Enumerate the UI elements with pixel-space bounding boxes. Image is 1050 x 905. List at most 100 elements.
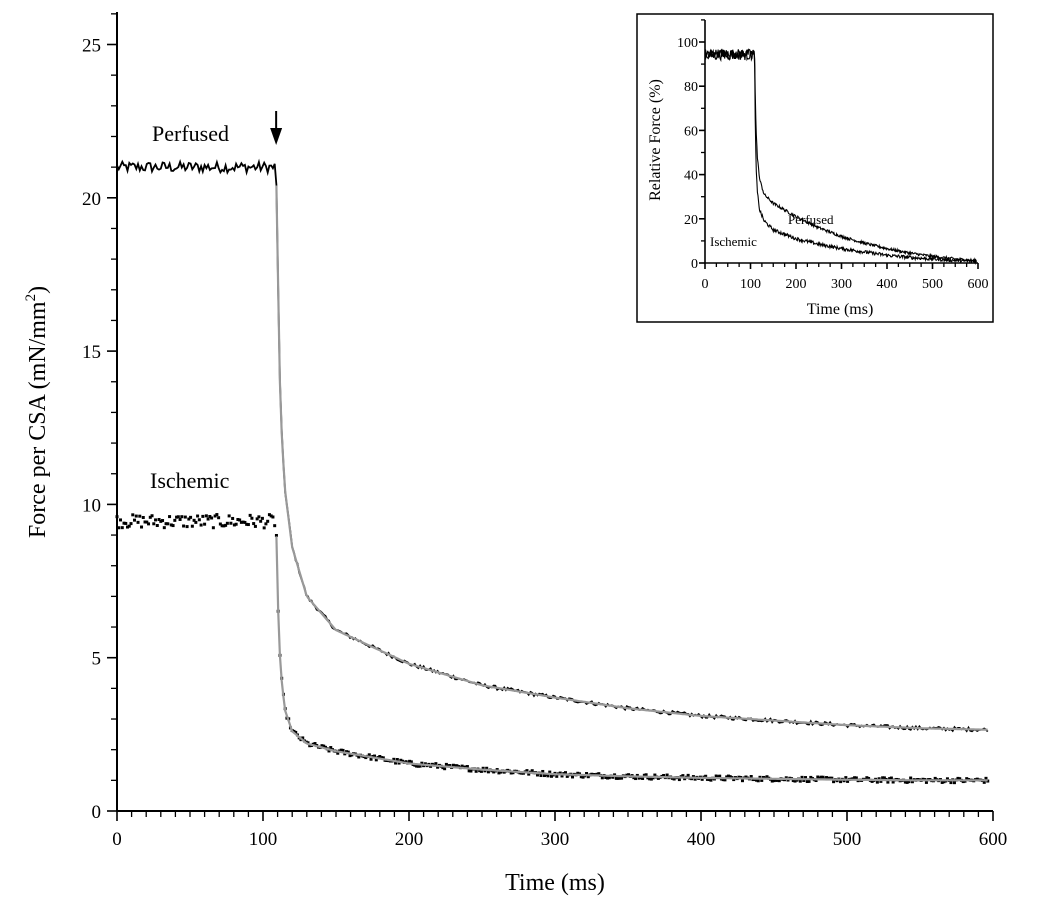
data-point	[723, 778, 727, 782]
data-point	[681, 774, 685, 778]
data-point	[700, 777, 704, 781]
data-point	[888, 777, 892, 781]
data-point	[632, 776, 636, 780]
data-point	[653, 773, 657, 777]
data-point	[754, 778, 758, 782]
data-point	[381, 756, 385, 760]
data-point	[758, 775, 762, 779]
data-point	[870, 779, 874, 783]
data-point	[345, 750, 349, 754]
inset-x-axis-title: Time (ms)	[807, 301, 874, 318]
data-point	[467, 769, 471, 773]
data-point	[346, 750, 350, 754]
data-point	[549, 774, 553, 778]
data-point	[269, 514, 273, 518]
y-tick-label: 100	[677, 36, 698, 51]
data-point	[665, 773, 669, 777]
y-tick-label: 0	[691, 257, 698, 272]
data-point	[828, 776, 832, 780]
data-point	[525, 769, 529, 773]
data-point	[187, 517, 191, 521]
data-point	[208, 514, 212, 518]
data-point	[294, 730, 298, 734]
data-point	[627, 773, 631, 777]
data-point	[267, 513, 271, 517]
data-point	[367, 753, 371, 757]
data-point	[124, 521, 128, 525]
data-point	[535, 773, 539, 777]
data-point	[718, 774, 722, 778]
data-point	[800, 775, 804, 779]
data-point	[821, 775, 825, 779]
data-point	[576, 771, 580, 775]
y-tick-label: 15	[82, 342, 101, 363]
main-y-axis-title: Force per CSA (mN/mm2)	[23, 286, 51, 538]
data-point	[542, 774, 546, 778]
data-point	[793, 779, 797, 783]
data-point	[634, 777, 638, 781]
data-point	[641, 776, 645, 780]
data-point	[436, 765, 440, 769]
data-point	[502, 770, 506, 774]
data-point	[241, 520, 245, 524]
data-point	[909, 776, 913, 780]
data-point	[157, 517, 161, 521]
data-point	[415, 764, 419, 768]
series-line	[704, 48, 977, 266]
data-point	[236, 518, 240, 522]
data-point	[956, 776, 960, 780]
fit-line	[275, 536, 988, 782]
data-point	[183, 515, 187, 519]
data-point	[339, 748, 343, 752]
data-point	[597, 772, 601, 776]
data-point	[374, 758, 378, 762]
data-point	[982, 780, 986, 784]
data-point	[839, 780, 843, 784]
data-point	[194, 520, 198, 524]
data-point	[399, 758, 403, 762]
data-point	[133, 518, 137, 522]
data-point	[486, 770, 490, 774]
data-point	[274, 533, 278, 537]
data-point	[134, 514, 138, 518]
y-tick-label: 0	[92, 802, 102, 823]
x-tick-label: 400	[877, 277, 898, 292]
data-point	[464, 765, 468, 769]
data-point	[192, 518, 196, 522]
x-tick-label: 500	[922, 277, 943, 292]
data-point	[818, 776, 822, 780]
data-point	[881, 776, 885, 780]
data-point	[260, 516, 264, 520]
data-point	[404, 760, 408, 764]
data-point	[229, 521, 233, 525]
data-point	[120, 526, 124, 530]
data-point	[984, 776, 988, 780]
data-point	[189, 515, 193, 519]
x-tick-label: 100	[740, 277, 761, 292]
data-point	[784, 776, 788, 780]
data-point	[262, 526, 266, 530]
data-point	[162, 526, 166, 530]
data-point	[740, 779, 744, 783]
data-point	[809, 775, 813, 779]
data-point	[846, 779, 850, 783]
x-tick-label: 300	[831, 277, 852, 292]
data-point	[942, 780, 946, 784]
data-point	[686, 773, 690, 777]
data-point	[607, 776, 611, 780]
x-tick-label: 600	[979, 829, 1008, 850]
y-tick-label: 25	[82, 36, 101, 57]
data-point	[816, 775, 820, 779]
data-point	[413, 763, 417, 767]
data-point	[336, 751, 340, 755]
data-point	[348, 754, 352, 758]
data-point	[327, 749, 331, 753]
data-point	[369, 757, 373, 761]
data-point	[401, 759, 405, 763]
data-point	[882, 776, 886, 780]
data-point	[185, 525, 189, 529]
inset-y-axis-title: Relative Force (%)	[647, 79, 664, 201]
data-point	[465, 765, 469, 769]
